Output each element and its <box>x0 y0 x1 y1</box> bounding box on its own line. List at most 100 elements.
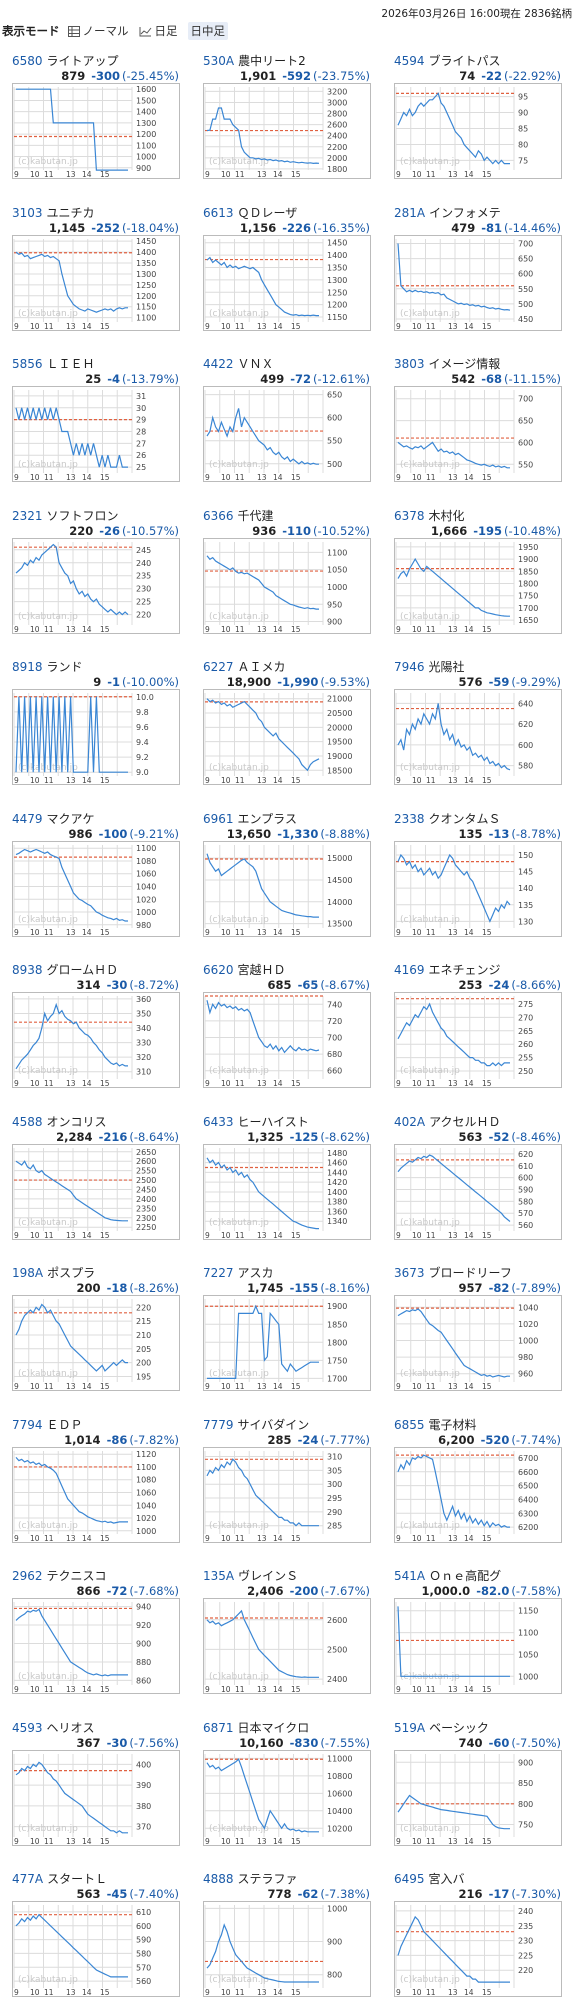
intraday-chart[interactable]: 620 610 600 590 580 570 560 9 10 11 13 14 15 (c)kabut… <box>394 1143 562 1240</box>
stock-name-link[interactable]: 3803 イメージ情報 <box>394 355 500 372</box>
stock-name-link[interactable]: 2338 クオンタムＳ <box>394 810 501 827</box>
stock-name-link[interactable]: 519A ベーシック <box>394 1719 489 1736</box>
price-change: -13 <box>488 826 510 841</box>
stock-name-link[interactable]: 5856 ＬＩＥＨ <box>12 355 95 372</box>
stock-name-link[interactable]: 2321 ソフトフロン <box>12 507 119 524</box>
stock-name-link[interactable]: 6613 ＱＤレーザ <box>203 204 297 221</box>
intraday-chart[interactable]: 275 270 265 260 255 250 9 10 11 13 14 15 (c)kabutan.… <box>394 992 562 1088</box>
intraday-chart[interactable]: 3200 3000 2800 2600 2400 2200 2000 1800 9 10 11 13 1… <box>203 83 371 179</box>
intraday-chart[interactable]: 1450 1400 1350 1300 1250 1200 1150 9 10 11 13 14 15 (… <box>203 234 371 331</box>
stock-name-link[interactable]: 4593 ヘリオス <box>12 1719 95 1736</box>
stock-name-link[interactable]: 8918 ランド <box>12 658 83 675</box>
intraday-chart[interactable]: 740 720 700 680 660 9 10 11 13 14 15 (c)kabutan.jp <box>203 992 371 1088</box>
price-row: 1,745 -155 (-8.16%) <box>195 1281 370 1295</box>
intraday-chart[interactable]: 900 850 800 750 9 10 11 13 14 15 (c)kabutan.jp <box>394 1749 562 1846</box>
intraday-chart[interactable]: 245 240 235 230 225 220 9 10 11 13 14 15 (c)kabutan.… <box>12 537 180 634</box>
mode-normal-button[interactable]: ノーマル <box>67 23 129 39</box>
intraday-chart[interactable]: 940 920 900 880 860 9 10 11 13 14 15 (c)kabutan.jp <box>12 1598 180 1694</box>
intraday-chart[interactable]: 95 90 85 80 75 9 10 11 13 14 15 (c)kabutan.jp <box>394 83 562 179</box>
x-tick-label: 14 <box>273 625 283 634</box>
x-tick-label: 10 <box>221 1837 231 1846</box>
y-tick-label: 145 <box>518 867 533 876</box>
intraday-chart[interactable]: 700 650 600 550 500 450 9 10 11 13 14 15 (c)kabutan.… <box>394 234 562 331</box>
intraday-chart[interactable]: 310 305 300 295 290 285 9 10 11 13 14 15 (c)kabutan.… <box>203 1446 371 1543</box>
stock-name-link[interactable]: 4588 オンコリス <box>12 1113 107 1130</box>
stock-name-link[interactable]: 4169 エネチェンジ <box>394 961 501 978</box>
intraday-chart[interactable]: 21000 20500 20000 19500 19000 18500 9 10 11 13 14 1… <box>203 689 371 785</box>
stock-name-link[interactable]: 8938 グロームＨＤ <box>12 961 118 978</box>
intraday-chart[interactable]: 640 620 600 580 9 10 11 13 14 15 (c)kabutan.jp <box>394 689 562 785</box>
intraday-chart[interactable]: 15000 14500 14000 13500 9 10 11 13 14 15 (c)kabuta… <box>203 840 371 937</box>
stock-name-link[interactable]: 4594 ブライトパス <box>394 52 501 69</box>
intraday-chart[interactable]: 650 600 550 500 9 10 11 13 14 15 (c)kabutan.jp <box>203 386 371 482</box>
stock-name-link[interactable]: 402A アクセルＨＤ <box>394 1113 501 1130</box>
stock-name-link[interactable]: 7794 ＥＤＰ <box>12 1416 83 1433</box>
intraday-chart[interactable]: 220 215 210 205 200 195 9 10 11 13 14 15 (c)kabutan.… <box>12 1295 180 1391</box>
stock-name-link[interactable]: 6227 ＡＩメカ <box>203 658 286 675</box>
chart-frame <box>12 1143 180 1240</box>
intraday-chart[interactable]: 1040 1020 1000 980 960 9 10 11 13 14 15 (c)kabutan.… <box>394 1295 562 1391</box>
mode-daily-button[interactable]: 日足 <box>139 23 178 39</box>
intraday-chart[interactable]: 1150 1100 1050 1000 9 10 11 13 14 15 (c)kabutan.jp <box>394 1598 562 1694</box>
stock-name-link[interactable]: 7227 アスカ <box>203 1264 274 1281</box>
intraday-chart[interactable]: 1600 1500 1400 1300 1200 1100 1000 900 9 10 11 13 14… <box>12 83 180 179</box>
stock-name-link[interactable]: 6855 電子材料 <box>394 1416 477 1433</box>
y-tick-label: 1800 <box>327 165 347 174</box>
intraday-chart[interactable]: 610 600 590 580 570 560 9 10 11 13 14 15 (c)kabutan.… <box>12 1901 180 1997</box>
stock-name-link[interactable]: 198A ポスプラ <box>12 1264 95 1281</box>
intraday-chart[interactable]: 700 650 600 550 9 10 11 13 14 15 (c)kabutan.jp <box>394 386 562 482</box>
intraday-chart[interactable]: 10.0 9.8 9.6 9.4 9.2 9.0 9 10 11 13 14 15 (c)kabutan… <box>12 689 180 785</box>
intraday-chart[interactable]: 6700 6600 6500 6400 6300 6200 9 10 11 13 14 15 (c)ka… <box>394 1446 562 1543</box>
stock-name-link[interactable]: 7946 光陽社 <box>394 658 465 675</box>
price-change-percent: (-10.00%) <box>122 675 179 689</box>
y-tick-label: 265 <box>518 1027 533 1036</box>
x-tick-label: 15 <box>100 1685 110 1694</box>
x-tick-label: 11 <box>44 776 54 785</box>
intraday-chart[interactable]: 1950 1900 1850 1800 1750 1700 1650 9 10 11 13 14 15 (… <box>394 537 562 634</box>
stock-name-link[interactable]: 6871 日本マイクロ <box>203 1719 309 1736</box>
stock-name-link[interactable]: 2962 テクニスコ <box>12 1567 107 1584</box>
y-tick-label: 9.2 <box>136 753 149 762</box>
price-change-percent: (-8.62%) <box>320 1129 370 1144</box>
y-tick-label: 1300 <box>136 119 156 128</box>
mode-daily-label: 日足 <box>154 24 178 38</box>
stock-name-link[interactable]: 3673 ブロードリーフ <box>394 1264 512 1281</box>
intraday-chart[interactable]: 1900 1850 1800 1750 1700 9 10 11 13 14 15 (c)kabuta… <box>203 1295 371 1391</box>
intraday-chart[interactable]: 400 390 380 370 9 10 11 13 14 15 (c)kabutan.jp <box>12 1749 180 1846</box>
stock-name-link[interactable]: 6366 千代建 <box>203 507 274 524</box>
stock-code: 4594 <box>394 54 425 68</box>
intraday-chart[interactable]: 1100 1080 1060 1040 1020 1000 980 9 10 11 13 14 15 (c… <box>12 840 180 937</box>
intraday-chart[interactable]: 240 235 230 225 220 9 10 11 13 14 15 (c)kabutan.jp <box>394 1901 562 1997</box>
intraday-chart[interactable]: 360 350 340 330 320 310 9 10 11 13 14 15 (c)kabutan.… <box>12 992 180 1088</box>
y-tick-label: 1300 <box>327 275 347 284</box>
stock-name-link[interactable]: 541A Ｏｎｅ高配グ <box>394 1567 501 1584</box>
stock-name-link[interactable]: 135A ヴレインＳ <box>203 1567 298 1584</box>
intraday-chart[interactable]: 1120 1100 1080 1060 1040 1020 1000 9 10 11 13 14 15 (… <box>12 1446 180 1543</box>
mode-intraday-button[interactable]: 日中足 <box>187 22 228 40</box>
price-row: 1,014 -86 (-7.82%) <box>4 1433 179 1447</box>
x-tick-label: 10 <box>221 1685 231 1694</box>
stock-name-link[interactable]: 3103 ユニチカ <box>12 204 95 221</box>
stock-name-link[interactable]: 4479 マクアケ <box>12 810 95 827</box>
stock-name-link[interactable]: 7779 サイバダイン <box>203 1416 309 1433</box>
stock-name-link[interactable]: 6961 エンプラス <box>203 810 297 827</box>
intraday-chart[interactable]: 11000 10800 10600 10400 10200 9 10 11 13 14 15 (c)k… <box>203 1749 371 1846</box>
stock-name-link[interactable]: 6378 木村化 <box>394 507 465 524</box>
intraday-chart[interactable]: 1100 1050 1000 950 900 9 10 11 13 14 15 (c)kabutan.… <box>203 537 371 634</box>
intraday-chart[interactable]: 1000 900 800 9 10 11 13 14 15 (c)kabutan.jp <box>203 1901 371 1997</box>
intraday-chart[interactable]: 150 145 140 135 130 9 10 11 13 14 15 (c)kabutan.jp <box>394 840 562 937</box>
intraday-chart[interactable]: 2600 2500 2400 9 10 11 13 14 15 (c)kabutan.jp <box>203 1598 371 1694</box>
stock-name-link[interactable]: 477A スタートＬ <box>12 1870 107 1887</box>
stock-name-link[interactable]: 6580 ライトアップ <box>12 52 119 69</box>
stock-name-link[interactable]: 4422 ＶＮＸ <box>203 355 274 372</box>
stock-name-link[interactable]: 530A 農中リート2 <box>203 52 306 69</box>
stock-name-link[interactable]: 281A インフォメテ <box>394 204 501 221</box>
stock-name-link[interactable]: 6495 宮入バ <box>394 1870 465 1887</box>
stock-name-link[interactable]: 4888 ステラファ <box>203 1870 298 1887</box>
intraday-chart[interactable]: 31 30 29 28 27 26 25 9 10 11 13 14 15 (c)kabutan.jp <box>12 386 180 482</box>
stock-name-link[interactable]: 6433 ヒーハイスト <box>203 1113 309 1130</box>
stock-name-link[interactable]: 6620 宮越ＨＤ <box>203 961 286 978</box>
